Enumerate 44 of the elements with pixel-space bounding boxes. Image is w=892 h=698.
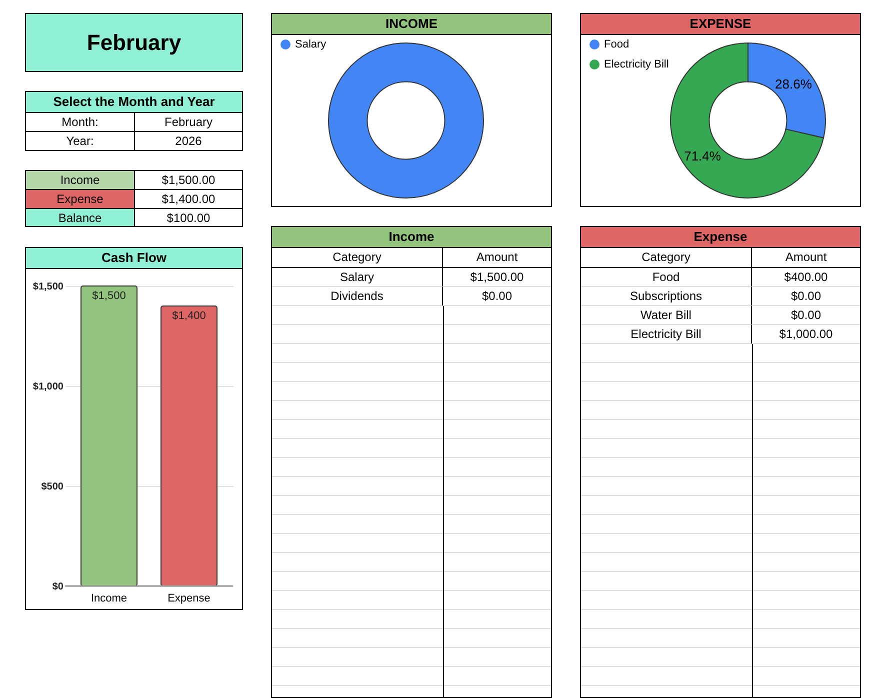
- text: Salary: [272, 268, 443, 287]
- text: $0.00: [443, 287, 551, 306]
- text: Expense: [581, 227, 860, 248]
- text: Amount: [443, 248, 551, 268]
- text: $1,500.00: [443, 268, 551, 287]
- text: Subscriptions: [581, 287, 752, 306]
- y-tick-label: $500: [41, 482, 64, 492]
- text: $1,000.00: [752, 325, 860, 344]
- text: Dividends: [272, 287, 443, 306]
- chart-title: Cash Flow: [26, 248, 242, 269]
- data-label: 28.6%: [775, 76, 812, 92]
- text: February: [135, 113, 242, 132]
- data-label: $1,400: [172, 310, 206, 322]
- text: Select the Month and Year: [26, 92, 242, 113]
- text: February: [25, 13, 243, 72]
- text: Income: [272, 227, 551, 248]
- chart-title: EXPENSE: [581, 14, 860, 35]
- data-label: 71.4%: [684, 148, 722, 164]
- legend-label: Salary: [295, 38, 327, 50]
- y-tick-label: $1,000: [32, 382, 64, 392]
- data-label: $1,500: [92, 290, 126, 302]
- text: Food: [581, 268, 752, 287]
- chart-title: INCOME: [272, 14, 551, 35]
- legend-label: Electricity Bill: [604, 58, 669, 70]
- text: 2026: [135, 132, 242, 151]
- text: Month:: [26, 113, 135, 132]
- text: Water Bill: [581, 306, 752, 325]
- text: $0.00: [752, 306, 860, 325]
- text: $400.00: [752, 268, 860, 287]
- text: Amount: [752, 248, 860, 268]
- text: Category: [581, 248, 752, 268]
- legend-label: Food: [604, 38, 630, 50]
- text: $100.00: [135, 209, 242, 228]
- text: Balance: [26, 209, 135, 228]
- text: Income: [26, 171, 135, 190]
- y-tick-label: $0: [52, 582, 64, 592]
- text: Category: [272, 248, 443, 268]
- text: $1,400.00: [135, 190, 242, 209]
- text: Year:: [26, 132, 135, 151]
- text: Electricity Bill: [581, 325, 752, 344]
- y-tick-label: $1,500: [32, 282, 64, 292]
- text: $1,500.00: [135, 171, 242, 190]
- text: $0.00: [752, 287, 860, 306]
- text: Expense: [26, 190, 135, 209]
